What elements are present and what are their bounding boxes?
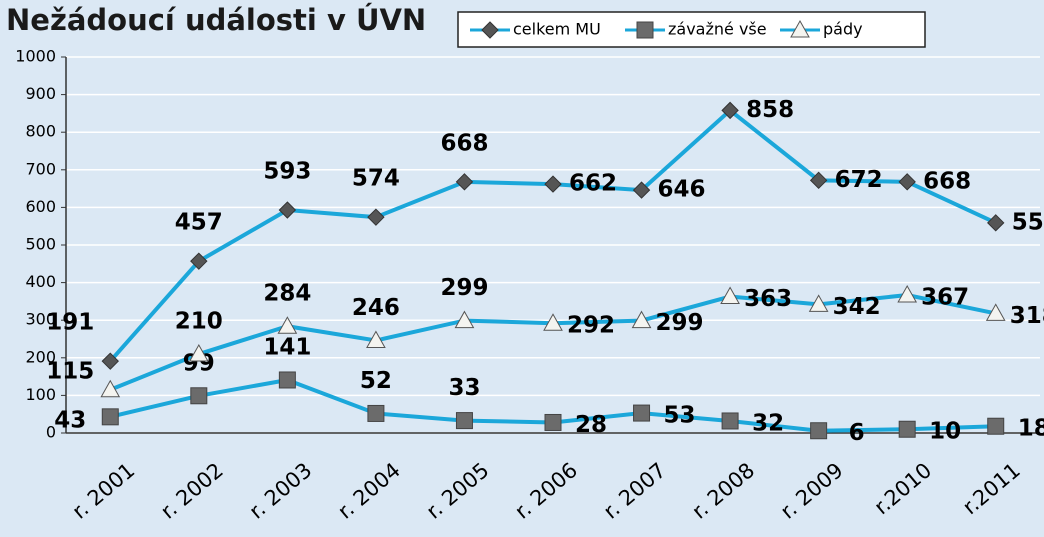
marker xyxy=(790,19,810,38)
marker xyxy=(898,420,916,438)
data-label: 28 xyxy=(575,412,607,438)
data-label: 292 xyxy=(567,313,615,339)
marker xyxy=(367,404,385,422)
marker xyxy=(100,379,121,398)
marker xyxy=(632,181,651,199)
marker xyxy=(101,408,119,426)
data-label: 10 xyxy=(929,419,961,445)
marker xyxy=(454,310,475,329)
data-label: 559 xyxy=(1012,209,1044,235)
data-label: 457 xyxy=(175,210,223,236)
y-tick-label: 600 xyxy=(25,197,56,216)
marker xyxy=(543,313,563,331)
marker xyxy=(101,352,119,370)
data-label: 662 xyxy=(569,171,617,197)
marker xyxy=(190,252,208,270)
y-tick-label: 300 xyxy=(25,310,56,329)
legend-label: celkem MU xyxy=(513,20,601,39)
marker xyxy=(720,286,740,305)
marker xyxy=(278,371,296,389)
data-label: 299 xyxy=(656,310,704,336)
data-label: 299 xyxy=(440,275,488,301)
y-tick-label: 100 xyxy=(25,385,56,404)
marker xyxy=(985,303,1006,321)
data-label: 858 xyxy=(746,97,794,123)
legend-label: závažné vše xyxy=(668,20,767,39)
data-label: 18 xyxy=(1018,416,1044,442)
y-tick-label: 700 xyxy=(25,159,56,178)
data-label: 668 xyxy=(440,130,488,156)
marker xyxy=(277,316,298,334)
data-label: 284 xyxy=(263,281,311,307)
data-label: 342 xyxy=(833,294,881,320)
data-label: 672 xyxy=(835,167,883,193)
data-label: 574 xyxy=(352,166,400,192)
data-label: 52 xyxy=(360,368,392,394)
marker xyxy=(278,201,297,219)
marker xyxy=(897,284,918,303)
marker xyxy=(367,208,385,226)
data-label: 646 xyxy=(658,177,706,203)
marker xyxy=(636,21,654,39)
y-tick-label: 0 xyxy=(46,423,56,442)
marker xyxy=(721,101,739,120)
marker xyxy=(631,310,652,329)
data-label: 367 xyxy=(921,285,969,311)
marker xyxy=(188,344,209,362)
marker xyxy=(898,173,916,191)
data-label: 668 xyxy=(923,168,971,194)
legend-label: pády xyxy=(823,20,863,39)
y-tick-label: 500 xyxy=(25,235,56,254)
marker xyxy=(633,404,651,422)
marker xyxy=(366,330,386,349)
data-label: 33 xyxy=(448,375,480,401)
data-label: 32 xyxy=(752,410,784,436)
data-label: 246 xyxy=(352,295,400,321)
marker xyxy=(810,422,828,440)
y-tick-label: 400 xyxy=(25,272,56,291)
y-tick-label: 1000 xyxy=(15,47,56,66)
marker xyxy=(455,412,473,430)
marker xyxy=(987,417,1005,435)
data-label: 43 xyxy=(54,407,86,433)
data-label: 318 xyxy=(1010,303,1044,329)
marker xyxy=(544,413,562,431)
marker xyxy=(808,294,829,312)
y-tick-label: 200 xyxy=(25,347,56,366)
marker xyxy=(721,412,739,430)
data-label: 210 xyxy=(175,309,223,335)
chart-title: Nežádoucí události v ÚVN xyxy=(6,3,426,37)
y-tick-label: 900 xyxy=(25,84,56,103)
data-label: 115 xyxy=(46,358,94,384)
data-label: 191 xyxy=(46,310,94,336)
marker xyxy=(987,214,1005,232)
data-label: 593 xyxy=(263,159,311,185)
data-label: 53 xyxy=(664,403,696,429)
marker xyxy=(809,171,828,190)
marker xyxy=(544,175,562,193)
marker xyxy=(481,21,499,39)
data-label: 363 xyxy=(744,286,792,312)
marker xyxy=(455,173,474,191)
marker xyxy=(190,387,208,405)
data-label: 141 xyxy=(263,334,311,360)
y-tick-label: 800 xyxy=(25,122,56,141)
legend xyxy=(457,11,926,48)
data-label: 6 xyxy=(849,420,865,446)
